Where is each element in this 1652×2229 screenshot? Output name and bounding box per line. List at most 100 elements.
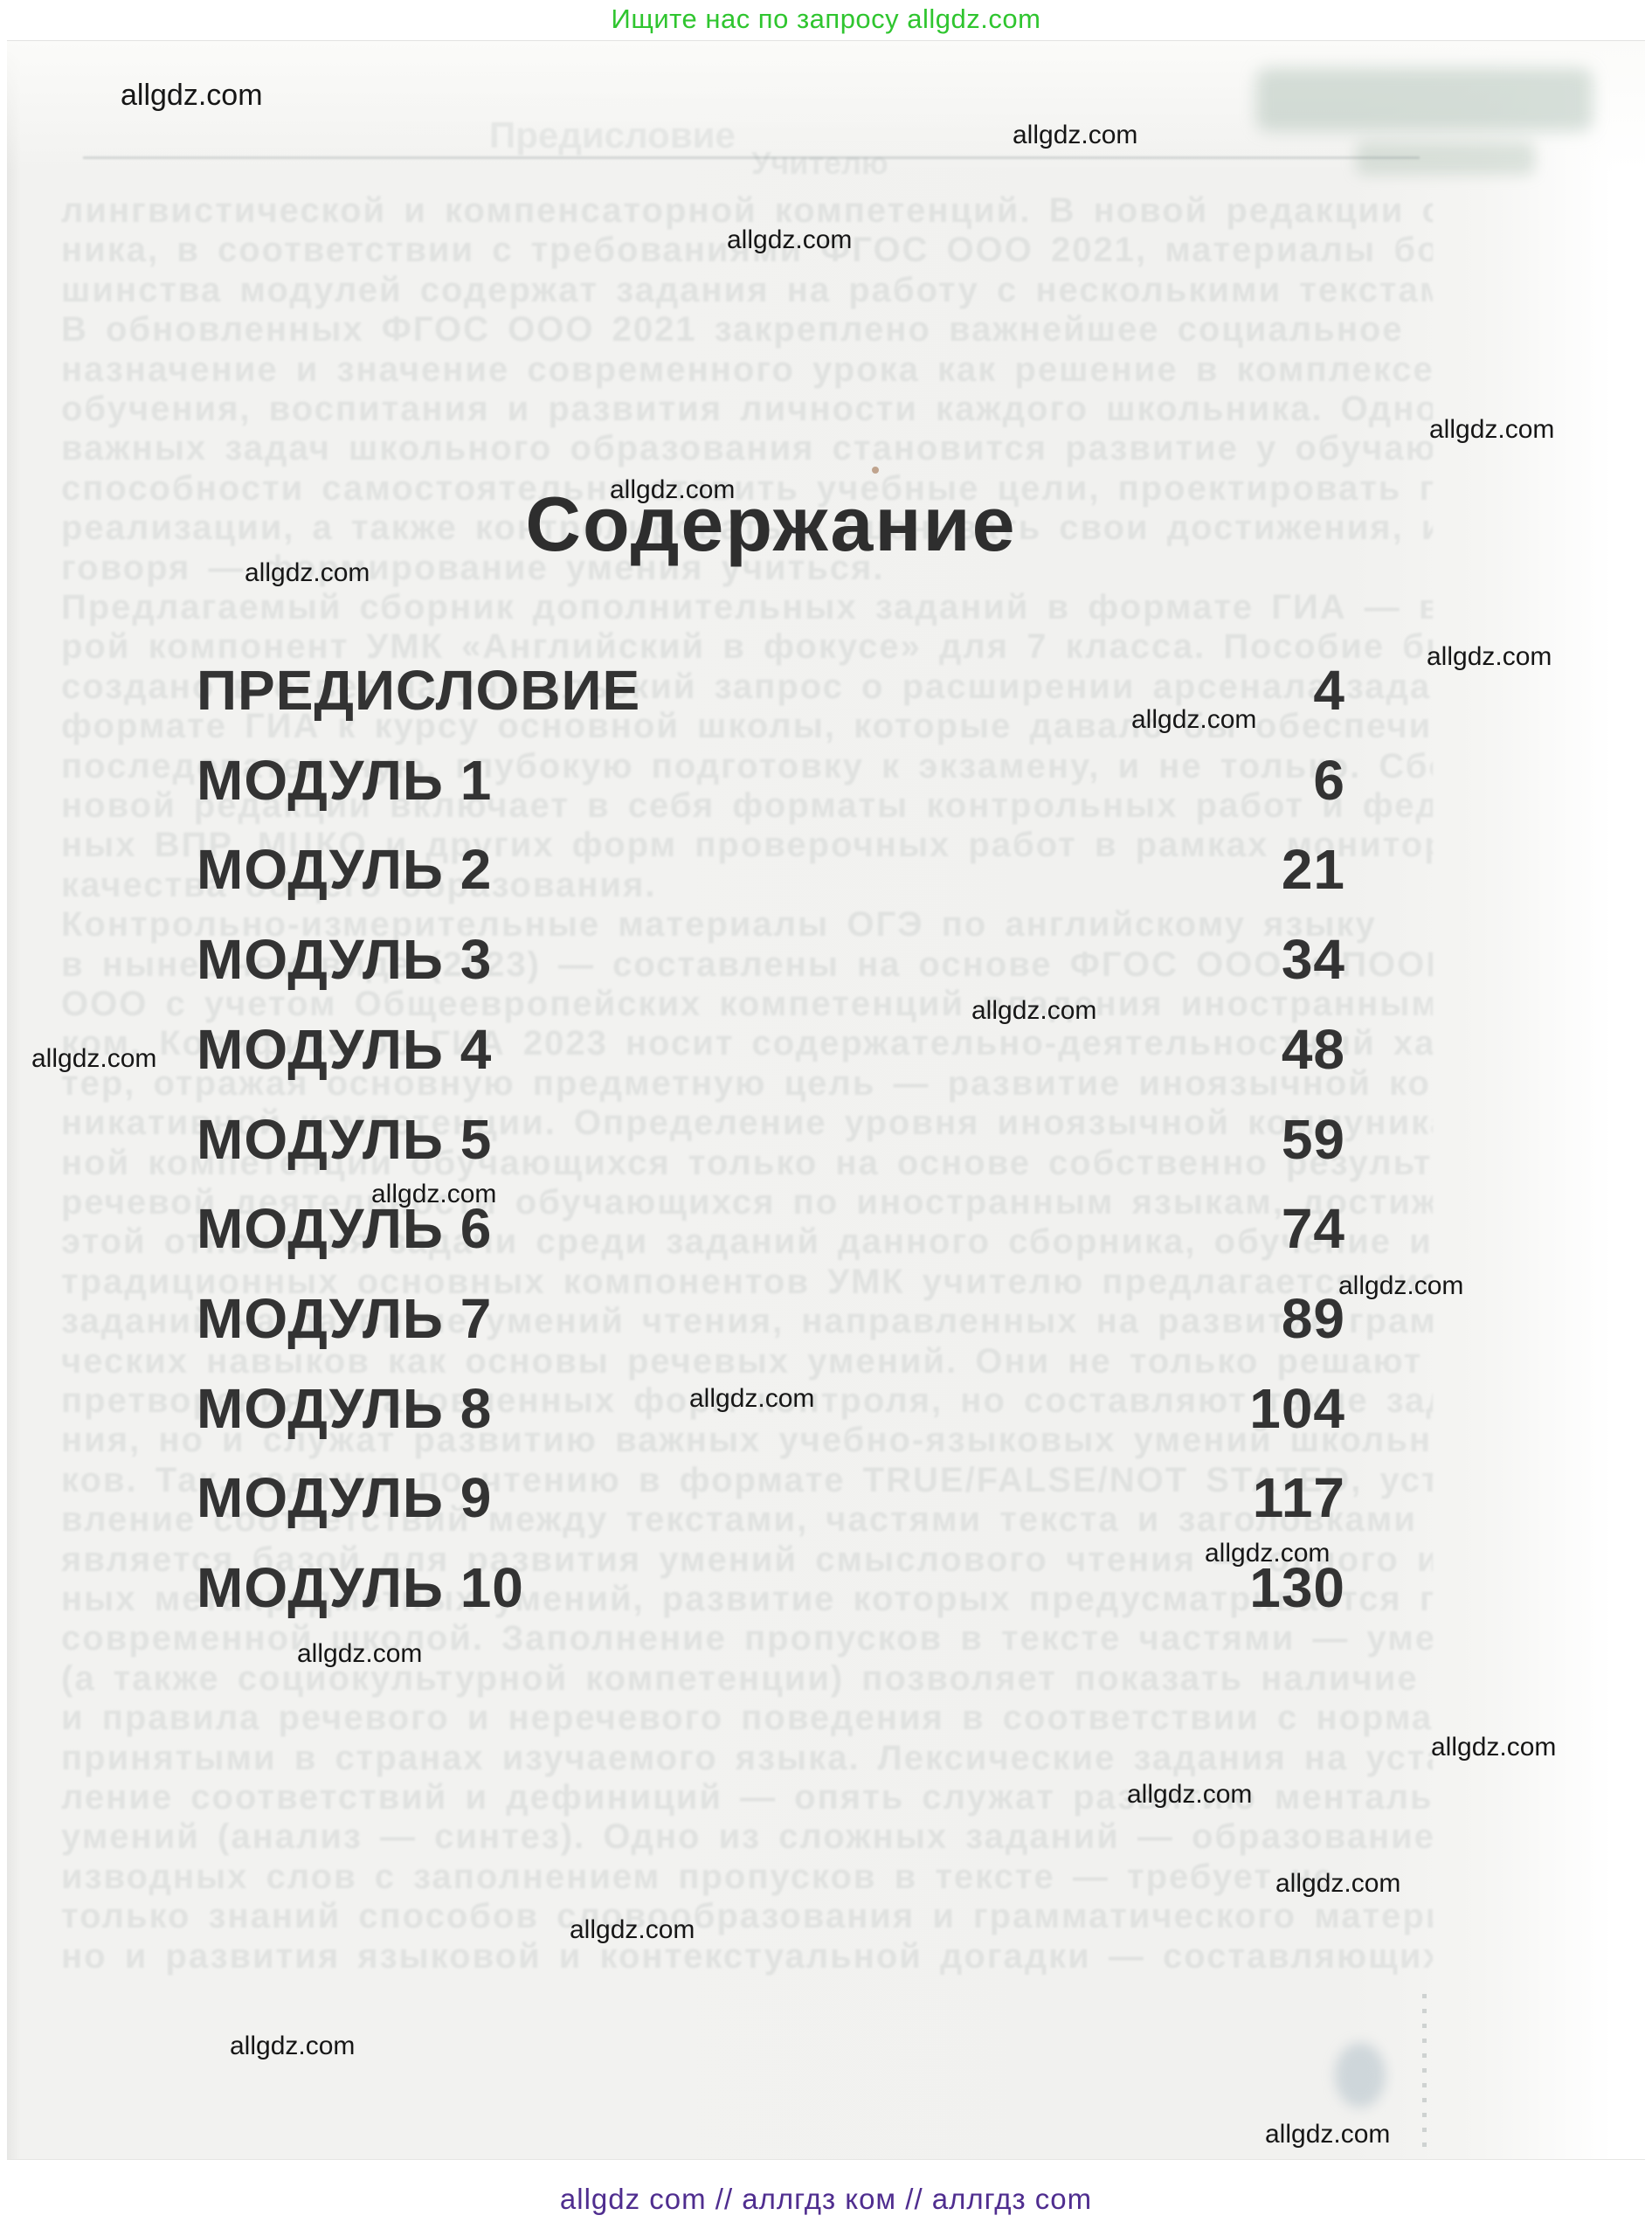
toc-entry-label: МОДУЛЬ 2 <box>197 838 493 901</box>
watermark: allgdz.com <box>971 996 1097 1025</box>
ghost-text-line: ния, но и служат развитию важных учебно-… <box>61 1421 1433 1459</box>
ghost-text-line: ника, в соответствии с требованиями ФГОС… <box>61 231 1433 269</box>
ghost-text-line: важных задач школьного образования стано… <box>61 429 1433 467</box>
ghost-text-line: новой редакции включает в себя форматы к… <box>61 786 1433 825</box>
ghost-text-line: формате ГИА к курсу основной школы, кото… <box>61 707 1433 745</box>
toc-row: МОДУЛЬ 7 89 <box>197 1290 1345 1351</box>
ghost-text-line: является базой для развития умений смысл… <box>61 1540 1433 1579</box>
ghost-text-line: качества общего образования. <box>61 866 657 904</box>
ghost-text-line: ных метапредметных умений, развитие кото… <box>61 1580 1433 1618</box>
toc-entry-page-number: 34 <box>1281 928 1345 991</box>
watermark: allgdz.com <box>727 225 853 254</box>
toc-row: МОДУЛЬ 3 34 <box>197 931 1345 992</box>
site-footer-banner: allgdz com // аллгдз ком // аллгдз com <box>559 2183 1093 2215</box>
toc-row: МОДУЛЬ 6 74 <box>197 1200 1345 1261</box>
toc-row: МОДУЛЬ 10 130 <box>197 1559 1345 1620</box>
toc-entry-page-number: 6 <box>1313 749 1345 812</box>
toc-row: МОДУЛЬ 5 59 <box>197 1111 1345 1172</box>
page-title: Содержание <box>525 481 1017 567</box>
watermark: allgdz.com <box>1127 1780 1253 1809</box>
toc-entry-label: МОДУЛЬ 1 <box>197 749 493 812</box>
toc-entry-label: МОДУЛЬ 8 <box>197 1377 493 1440</box>
ghost-header: Учителю <box>751 145 888 181</box>
watermark: allgdz.com <box>31 1044 157 1073</box>
watermark: allgdz.com <box>1013 121 1138 149</box>
toc-entry-label: МОДУЛЬ 5 <box>197 1108 493 1171</box>
watermark: allgdz.com <box>230 2032 356 2060</box>
scanned-paper-background <box>7 40 1645 2160</box>
watermark: allgdz.com <box>689 1384 815 1413</box>
ghost-text-line: шинства модулей содержат задания на рабо… <box>61 271 1433 309</box>
ghost-text-line: но и развития языковой и контекстуальной… <box>61 1937 1433 1976</box>
watermark: allgdz.com <box>570 1915 695 1944</box>
ghost-text-line: тер, отражая основную предметную цель — … <box>61 1064 1433 1103</box>
watermark: allgdz.com <box>245 558 370 587</box>
watermark: allgdz.com <box>1205 1539 1331 1568</box>
ghost-text-line: ной компетенции обучающихся только на ос… <box>61 1144 1433 1182</box>
toc-entry-page-number: 21 <box>1281 838 1345 901</box>
site-search-banner: Ищите нас по запросу allgdz.com <box>611 3 1041 34</box>
ghost-text-line: (а также социокультурной компетенции) по… <box>61 1659 1419 1698</box>
ghost-text-line: ком. Кодификатор ГИА 2023 носит содержат… <box>61 1024 1433 1063</box>
ghost-text-line: последовательную, глубокую подготовку к … <box>61 747 1433 786</box>
watermark: allgdz.com <box>1427 642 1552 671</box>
toc-entry-label: МОДУЛЬ 6 <box>197 1197 493 1260</box>
toc-row: МОДУЛЬ 4 48 <box>197 1021 1345 1082</box>
watermark: allgdz.com <box>1431 1733 1557 1762</box>
ghost-text-line: рой компонент УМК «Английский в фокусе» … <box>61 627 1433 666</box>
ghost-text-line: претворения установленных форм контроля,… <box>61 1381 1433 1420</box>
toc-row: МОДУЛЬ 1 6 <box>197 751 1345 813</box>
ghost-text-line: создано в ответ на учительский запрос о … <box>61 668 1433 706</box>
ghost-text-line: лингвистической и компенсаторной компете… <box>61 191 1433 230</box>
ghost-text-line: говоря — формирование умения учиться. <box>61 549 885 587</box>
toc-row: МОДУЛЬ 8 104 <box>197 1380 1345 1441</box>
ghost-header: Предисловие <box>489 114 736 156</box>
bleed-logo-artifact-small <box>1356 142 1535 175</box>
ghost-text-line: только знаний способов словообразования … <box>61 1897 1433 1935</box>
toc-entry-page-number: 59 <box>1281 1108 1345 1171</box>
ghost-text-line: реализации, а также контролировать и оце… <box>61 509 1433 547</box>
ghost-text-line: Предлагаемый сборник дополнительных зада… <box>61 588 1433 626</box>
ghost-text-line: речевой деятельности обучающихся по инос… <box>61 1183 1433 1222</box>
ghost-text-line: обучения, воспитания и развития личности… <box>61 390 1433 428</box>
toc-entry-page-number: 4 <box>1313 659 1345 722</box>
ghost-text-line: назначение и значение современного урока… <box>61 350 1433 389</box>
watermark: allgdz.com <box>1275 1869 1401 1898</box>
watermark: allgdz.com <box>1338 1271 1464 1300</box>
bleed-logo-artifact <box>1256 68 1593 131</box>
ghost-text-line: ческих навыков как основы речевых умений… <box>61 1342 1433 1381</box>
toc-entry-label: МОДУЛЬ 7 <box>197 1287 493 1350</box>
ghost-text-line: этой отношения задачи среди заданий данн… <box>61 1222 1433 1261</box>
ghost-text-line: Контрольно-измерительные материалы ОГЭ п… <box>61 905 1377 944</box>
watermark: allgdz.com <box>121 79 263 112</box>
toc-entry-page-number: 104 <box>1249 1377 1345 1440</box>
watermark: allgdz.com <box>1265 2120 1391 2149</box>
ghost-text-line: способности самостоятельно ставить учебн… <box>61 469 1433 508</box>
toc-entry-label: МОДУЛЬ 4 <box>197 1018 493 1081</box>
watermark: allgdz.com <box>371 1180 497 1208</box>
ghost-text-line: заданий на развитие умений чтения, напра… <box>61 1302 1433 1340</box>
toc-entry-label: МОДУЛЬ 10 <box>197 1556 524 1619</box>
ghost-text-line: ООО с учетом Общеевропейских компетенций… <box>61 985 1433 1023</box>
ghost-text-line: в нынешнем виде (2023) — составлены на о… <box>61 945 1433 984</box>
bleed-rule-line <box>83 156 1420 159</box>
toc-row: МОДУЛЬ 2 21 <box>197 841 1345 902</box>
watermark: allgdz.com <box>297 1639 423 1668</box>
ghost-text-line: принятыми в странах изучаемого языка. Ле… <box>61 1739 1433 1777</box>
ghost-text-line: вление соответствий между текстами, част… <box>61 1500 1417 1539</box>
ghost-text-line: умений (анализ — синтез). Одно из сложны… <box>61 1817 1433 1856</box>
toc-entry-label: МОДУЛЬ 3 <box>197 928 493 991</box>
ghost-text-line: ных ВПР, МЦКО и других форм проверочных … <box>61 826 1433 864</box>
toc-entry-page-number: 130 <box>1249 1556 1345 1619</box>
toc-entry-label: ПРЕДИСЛОВИЕ <box>197 659 641 722</box>
watermark: allgdz.com <box>1131 705 1257 734</box>
scan-speck-artifact <box>872 467 879 474</box>
toc-entry-page-number: 74 <box>1281 1197 1345 1260</box>
toc-entry-page-number: 117 <box>1252 1466 1345 1529</box>
ghost-text-line: традиционных основных компонентов УМК уч… <box>61 1263 1433 1301</box>
toc-entry-page-number: 89 <box>1281 1287 1345 1350</box>
toc-row: ПРЕДИСЛОВИЕ 4 <box>197 661 1345 723</box>
watermark: allgdz.com <box>610 475 736 504</box>
ghost-text-line: современной школой. Заполнение пропусков… <box>61 1619 1433 1658</box>
